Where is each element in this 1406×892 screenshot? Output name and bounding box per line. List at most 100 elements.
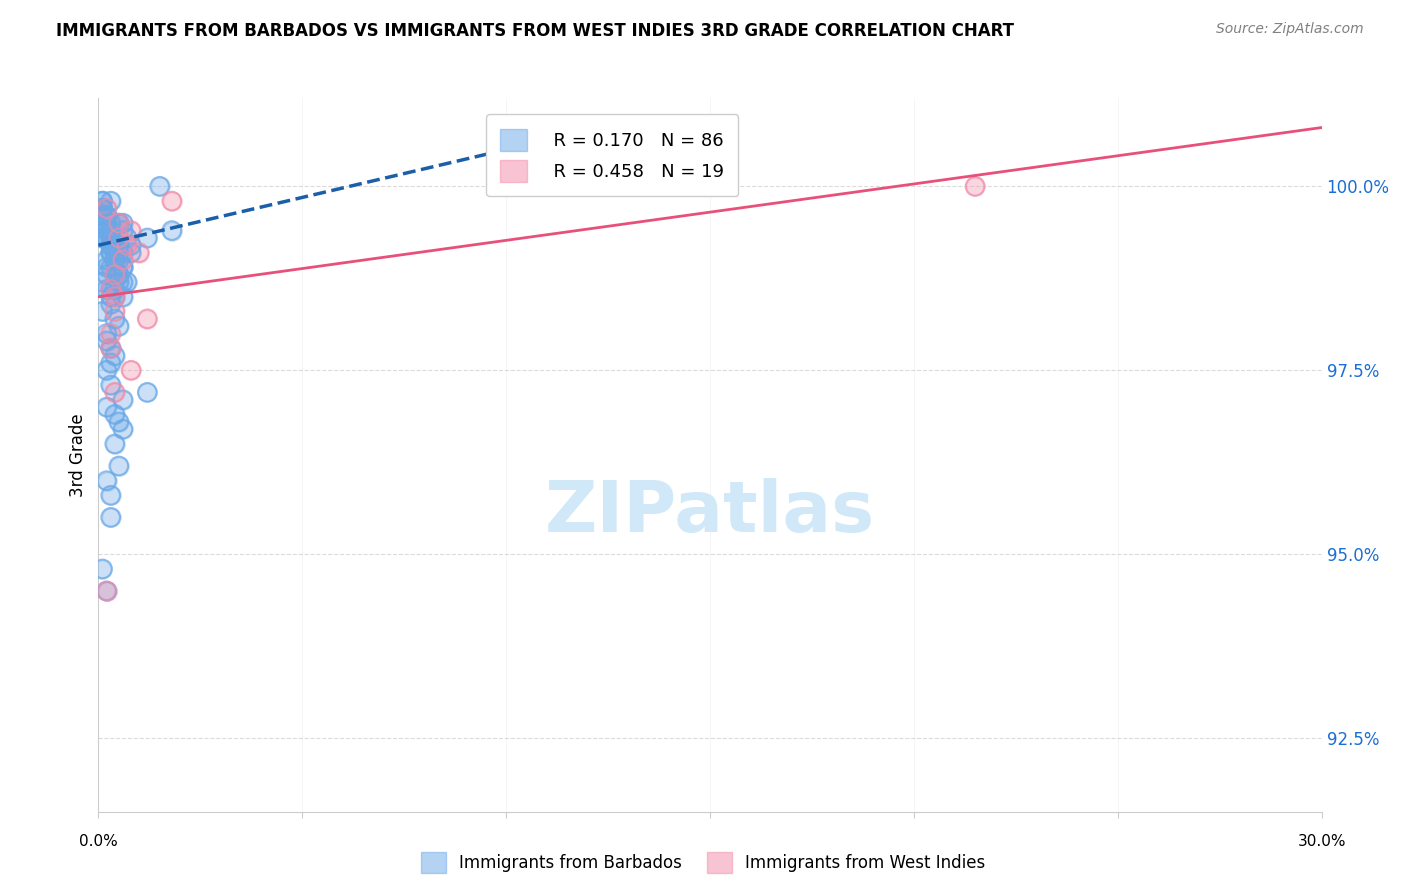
Text: IMMIGRANTS FROM BARBADOS VS IMMIGRANTS FROM WEST INDIES 3RD GRADE CORRELATION CH: IMMIGRANTS FROM BARBADOS VS IMMIGRANTS F… bbox=[56, 22, 1014, 40]
Point bbox=[104, 408, 127, 422]
Point bbox=[111, 216, 134, 230]
Point bbox=[91, 202, 114, 216]
Point bbox=[104, 311, 127, 326]
Point bbox=[100, 297, 122, 311]
Point bbox=[96, 209, 118, 223]
Text: 0.0%: 0.0% bbox=[79, 834, 118, 849]
Point bbox=[96, 252, 118, 267]
Point bbox=[96, 209, 118, 223]
Point bbox=[108, 268, 131, 282]
Point bbox=[104, 349, 127, 363]
Point bbox=[108, 238, 131, 252]
Point bbox=[104, 245, 127, 260]
Point bbox=[100, 194, 122, 208]
Point bbox=[111, 422, 134, 436]
Point bbox=[91, 194, 114, 208]
Point bbox=[91, 562, 114, 576]
Point bbox=[91, 275, 114, 289]
Point bbox=[108, 275, 131, 289]
Point bbox=[111, 392, 134, 407]
Point bbox=[108, 252, 131, 267]
Point bbox=[111, 290, 134, 304]
Point bbox=[96, 202, 118, 216]
Point bbox=[96, 268, 118, 282]
Point bbox=[104, 304, 127, 318]
Point bbox=[96, 231, 118, 245]
Point bbox=[96, 334, 118, 348]
Point bbox=[96, 584, 118, 599]
Point bbox=[136, 231, 159, 245]
Point bbox=[96, 363, 118, 377]
Point bbox=[104, 290, 127, 304]
Point bbox=[149, 179, 172, 194]
Point bbox=[149, 179, 172, 194]
Point bbox=[96, 584, 118, 599]
Point bbox=[108, 458, 131, 473]
Point bbox=[96, 282, 118, 296]
Point bbox=[108, 231, 131, 245]
Point bbox=[160, 223, 183, 237]
Point bbox=[100, 488, 122, 502]
Point bbox=[100, 290, 122, 304]
Point bbox=[100, 231, 122, 245]
Point bbox=[108, 245, 131, 260]
Point bbox=[104, 252, 127, 267]
Point bbox=[96, 209, 118, 223]
Text: ZIPatlas: ZIPatlas bbox=[546, 477, 875, 547]
Point bbox=[96, 216, 118, 230]
Point bbox=[104, 268, 127, 282]
Point bbox=[100, 282, 122, 296]
Point bbox=[100, 216, 122, 230]
Point bbox=[91, 231, 114, 245]
Point bbox=[111, 392, 134, 407]
Point bbox=[91, 202, 114, 216]
Text: Source: ZipAtlas.com: Source: ZipAtlas.com bbox=[1216, 22, 1364, 37]
Point bbox=[96, 363, 118, 377]
Point bbox=[96, 223, 118, 237]
Point bbox=[100, 297, 122, 311]
Point bbox=[108, 415, 131, 429]
Point bbox=[96, 474, 118, 488]
Point bbox=[104, 245, 127, 260]
Point bbox=[104, 252, 127, 267]
Point bbox=[120, 245, 142, 260]
Point bbox=[96, 209, 118, 223]
Point bbox=[108, 268, 131, 282]
Point bbox=[96, 209, 118, 223]
Point bbox=[100, 282, 122, 296]
Point bbox=[100, 326, 122, 341]
Point bbox=[111, 245, 134, 260]
Point bbox=[104, 268, 127, 282]
Point bbox=[96, 216, 118, 230]
Point bbox=[128, 245, 150, 260]
Point bbox=[96, 223, 118, 237]
Point bbox=[136, 385, 159, 400]
Point bbox=[100, 238, 122, 252]
Point bbox=[104, 238, 127, 252]
Point bbox=[104, 437, 127, 451]
Point bbox=[104, 385, 127, 400]
Point bbox=[111, 290, 134, 304]
Point bbox=[96, 400, 118, 414]
Point bbox=[96, 584, 118, 599]
Point bbox=[104, 252, 127, 267]
Point bbox=[104, 268, 127, 282]
Point bbox=[120, 363, 142, 377]
Point bbox=[96, 231, 118, 245]
Point bbox=[100, 238, 122, 252]
Point bbox=[136, 311, 159, 326]
Point bbox=[100, 238, 122, 252]
Point bbox=[104, 282, 127, 296]
Point bbox=[120, 223, 142, 237]
Point bbox=[96, 223, 118, 237]
Point bbox=[100, 510, 122, 524]
Point bbox=[100, 290, 122, 304]
Point bbox=[120, 245, 142, 260]
Legend: Immigrants from Barbados, Immigrants from West Indies: Immigrants from Barbados, Immigrants fro… bbox=[413, 846, 993, 880]
Point bbox=[100, 356, 122, 370]
Point bbox=[96, 334, 118, 348]
Point bbox=[111, 260, 134, 275]
Point bbox=[96, 231, 118, 245]
Point bbox=[111, 245, 134, 260]
Point bbox=[91, 194, 114, 208]
